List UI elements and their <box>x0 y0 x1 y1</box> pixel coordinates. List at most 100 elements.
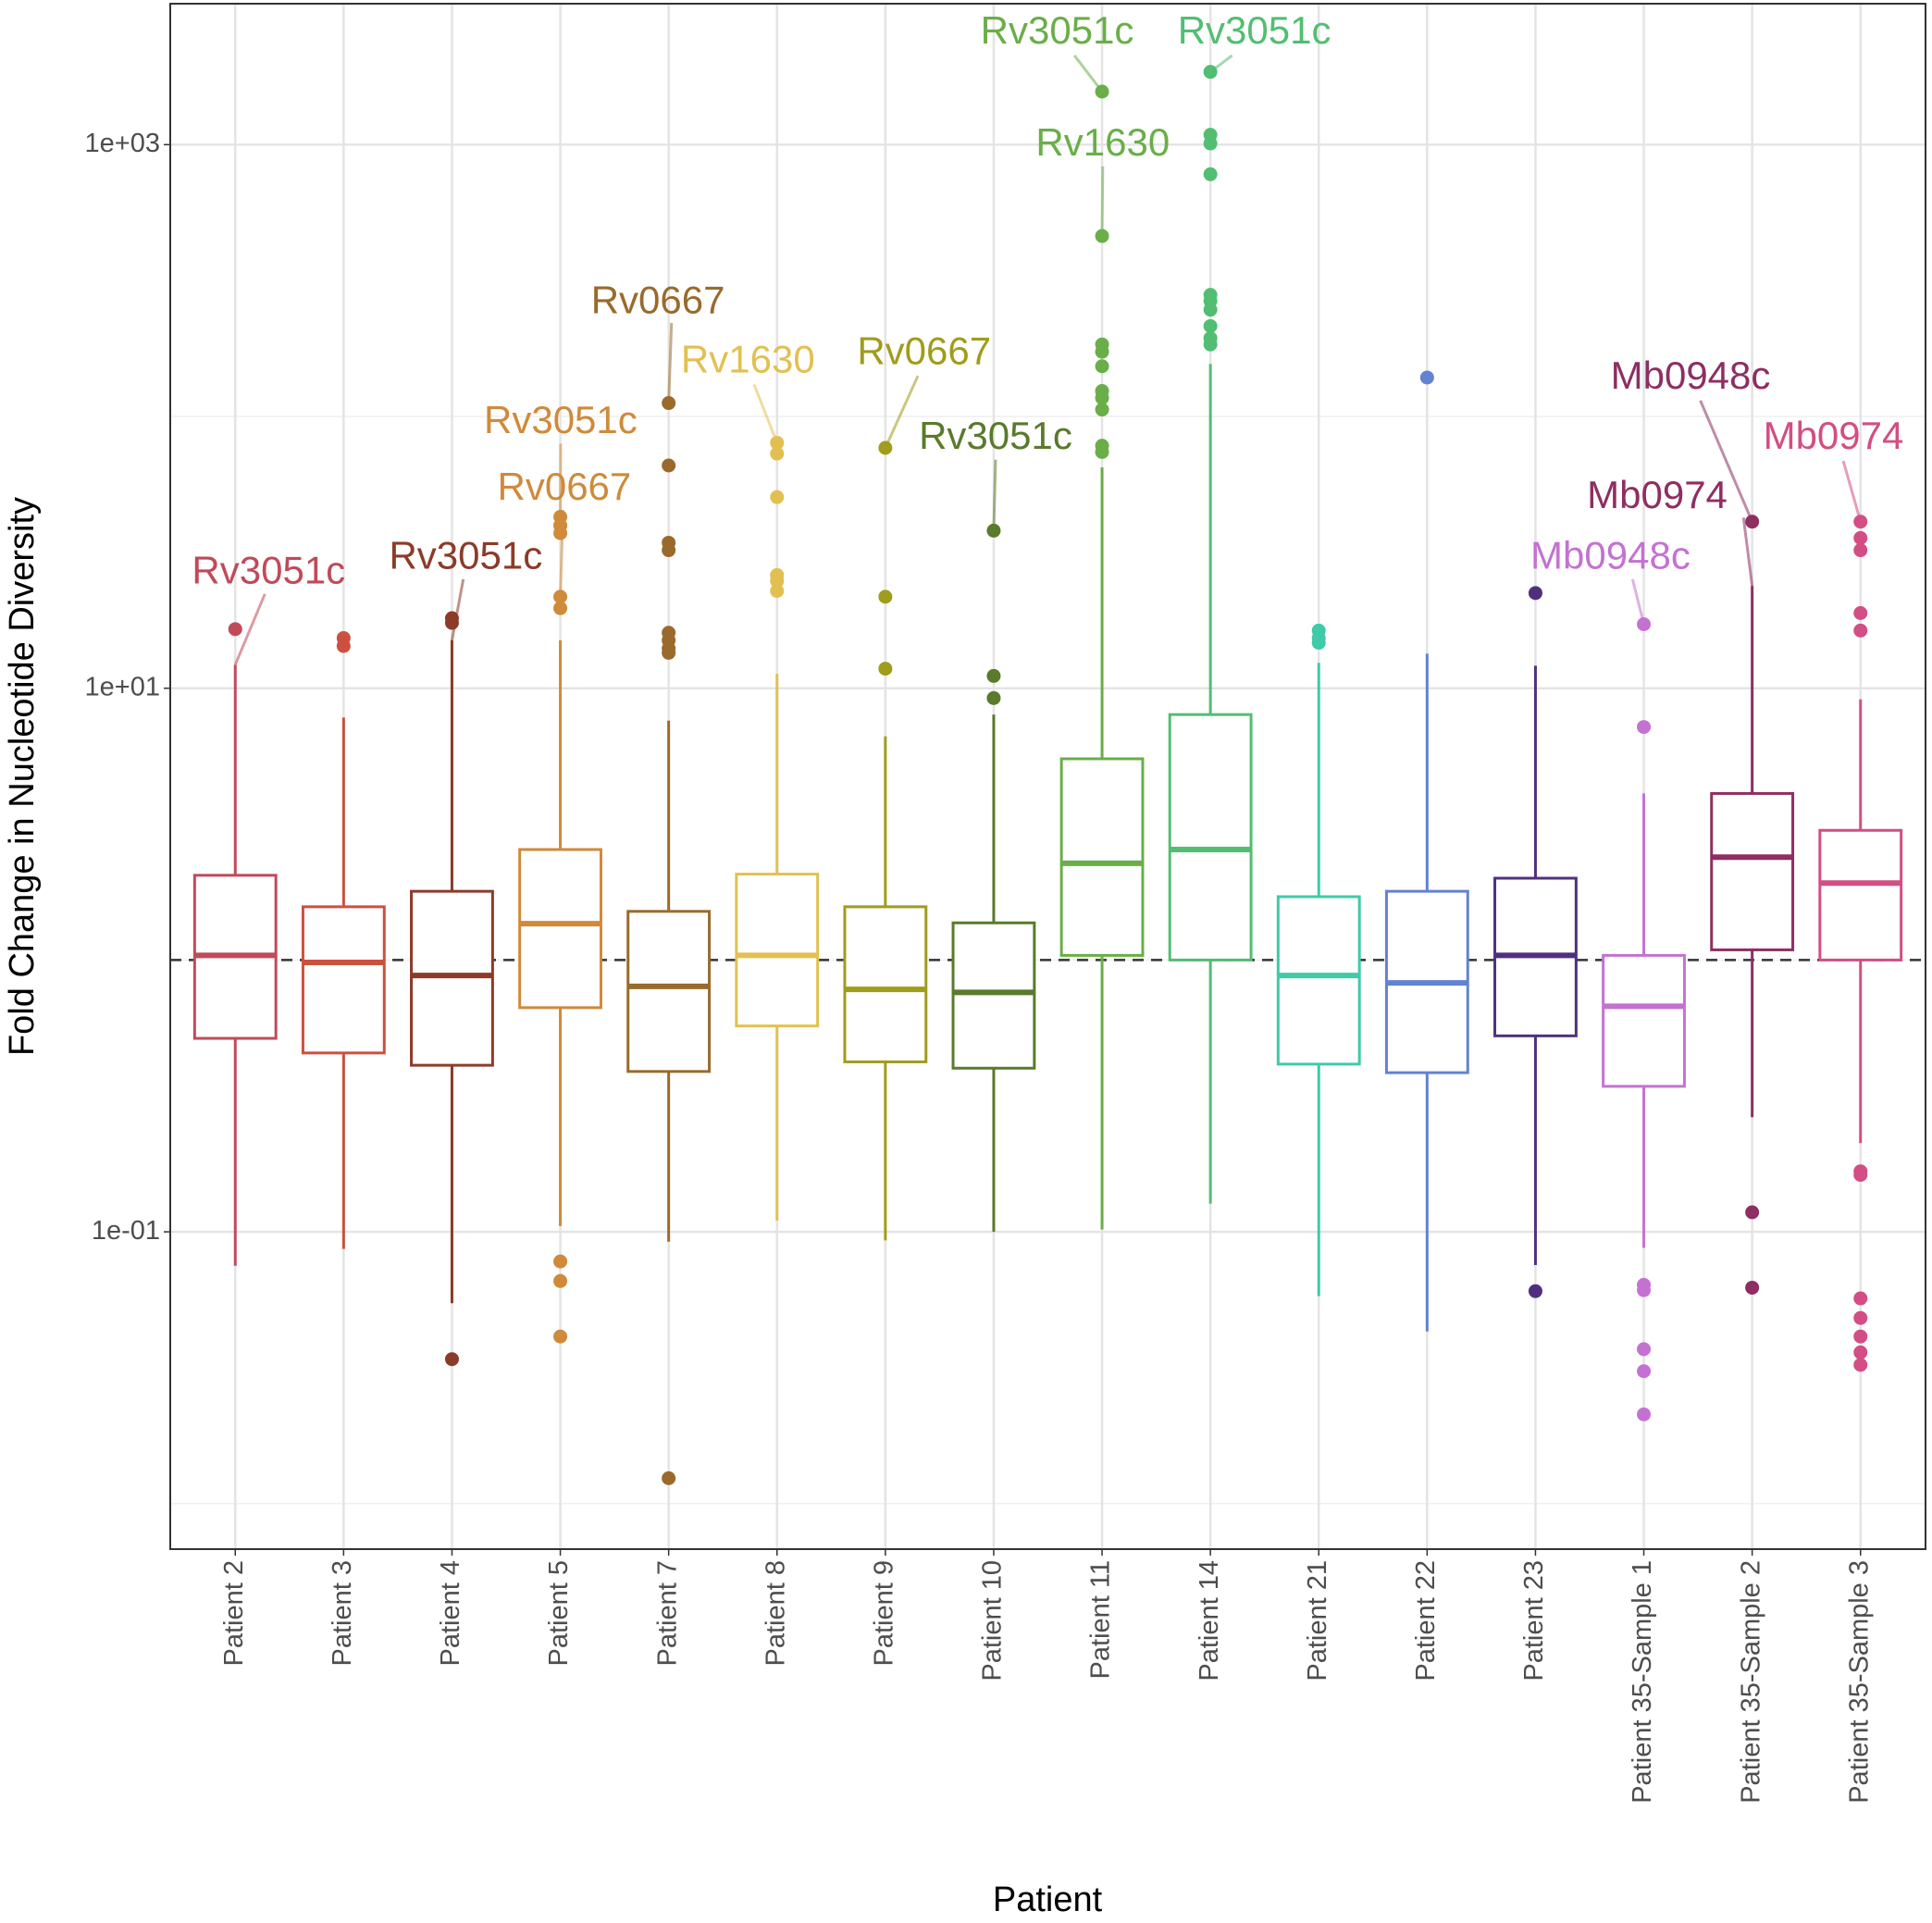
annotation: Rv1630 <box>681 338 815 381</box>
box <box>301 905 386 1055</box>
outlier <box>1095 391 1109 405</box>
x-tick-label: Patient 21 <box>1303 1560 1332 1681</box>
annotation: Rv3051c <box>389 533 542 577</box>
outlier <box>770 490 785 504</box>
annotation: Mb0948c <box>1530 533 1690 577</box>
annotation-leader <box>450 578 465 641</box>
x-tick-label: Patient 7 <box>652 1560 682 1666</box>
box <box>1276 895 1361 1066</box>
box <box>1818 828 1903 962</box>
outlier <box>553 601 568 615</box>
box <box>1602 953 1686 1088</box>
annotation: Mb0974 <box>1587 473 1728 516</box>
outlier <box>1203 337 1218 352</box>
outlier <box>1853 1291 1868 1306</box>
annotation: Mb0974 <box>1764 414 1904 457</box>
outlier <box>1095 344 1109 359</box>
outlier <box>1637 1283 1652 1297</box>
outlier <box>878 662 893 676</box>
outlier <box>1853 605 1868 620</box>
x-tick-label: Patient 35-Sample 2 <box>1736 1560 1765 1804</box>
annotation-leader <box>233 593 266 665</box>
annotation-leader <box>1841 460 1863 523</box>
box <box>843 905 928 1063</box>
outlier <box>662 645 676 660</box>
annotation-leader <box>1072 55 1104 93</box>
y-tick-label: 1e+03 <box>85 129 160 158</box>
x-tick-label: Patient 9 <box>870 1560 899 1666</box>
x-tick-label: Patient 23 <box>1519 1560 1549 1681</box>
x-tick-label: Patient 14 <box>1195 1560 1224 1681</box>
y-axis-title: Fold Change in Nucleotide Diversity <box>3 497 42 1056</box>
box <box>518 848 602 1010</box>
y-tick-label: 1e+01 <box>85 672 160 701</box>
outlier <box>1203 136 1218 151</box>
annotation: Rv3051c <box>981 8 1134 52</box>
outlier <box>1637 720 1652 735</box>
annotation-leader <box>992 459 997 531</box>
outlier <box>986 668 1001 683</box>
annotation-leader <box>1209 54 1233 73</box>
outlier <box>1853 1168 1868 1183</box>
box <box>1710 791 1795 951</box>
outlier <box>553 526 568 540</box>
box <box>626 910 712 1073</box>
x-tick-label: Patient 11 <box>1086 1560 1116 1679</box>
annotation: Rv3051c <box>1178 8 1331 52</box>
annotation: Rv3051c <box>919 414 1072 457</box>
x-tick-label: Patient 4 <box>436 1560 465 1666</box>
annotation: Mb0948c <box>1611 354 1771 397</box>
outlier <box>1853 1345 1868 1359</box>
annotation-leader <box>667 322 674 403</box>
outlier <box>228 622 242 637</box>
outlier <box>1095 359 1109 374</box>
annotation: Rv3051c <box>192 548 345 591</box>
outlier <box>1745 1280 1760 1295</box>
outlier <box>1095 229 1109 243</box>
x-tick-label: Patient 8 <box>761 1560 790 1666</box>
outlier <box>1311 636 1326 651</box>
outlier <box>1853 530 1868 545</box>
x-tick-label: Patient 35-Sample 1 <box>1628 1560 1657 1804</box>
outlier <box>553 1273 568 1288</box>
box <box>735 873 820 1028</box>
outlier <box>1853 1358 1868 1372</box>
outlier <box>1203 318 1218 333</box>
annotation: Rv0667 <box>591 279 725 322</box>
x-tick-label: Patient 22 <box>1411 1560 1441 1681</box>
outlier <box>1853 1329 1868 1344</box>
annotation-leader <box>1699 400 1754 523</box>
annotation-leader <box>1630 578 1645 625</box>
annotation: Rv0667 <box>857 329 991 372</box>
x-tick-label: Patient 3 <box>328 1560 357 1666</box>
outlier <box>1419 370 1434 385</box>
outlier <box>770 574 785 589</box>
outlier <box>1745 1205 1760 1220</box>
outlier <box>770 446 785 461</box>
x-tick-label: Patient 2 <box>219 1560 249 1666</box>
box <box>1168 713 1253 962</box>
y-tick-label: 1e-01 <box>92 1216 160 1246</box>
annotation: Rv0667 <box>498 465 632 508</box>
annotation: Rv1630 <box>1035 120 1170 164</box>
outlier <box>1528 586 1542 601</box>
x-tick-label: Patient 35-Sample 3 <box>1844 1560 1874 1804</box>
annotation-leader <box>752 383 779 444</box>
outlier <box>553 1254 568 1269</box>
annotation: Rv3051c <box>484 398 638 441</box>
outlier <box>770 584 785 599</box>
outlier <box>1853 543 1868 558</box>
outlier <box>1095 403 1109 417</box>
annotation-leader <box>1741 517 1754 587</box>
outlier <box>444 1352 459 1367</box>
annotation-leader <box>1100 166 1105 237</box>
outlier <box>1637 1364 1652 1379</box>
plot-frame <box>169 3 1926 1550</box>
outlier <box>553 1329 568 1344</box>
outlier <box>1637 1407 1652 1421</box>
outlier <box>1853 1310 1868 1325</box>
box <box>951 921 1036 1070</box>
outlier <box>1853 623 1868 638</box>
